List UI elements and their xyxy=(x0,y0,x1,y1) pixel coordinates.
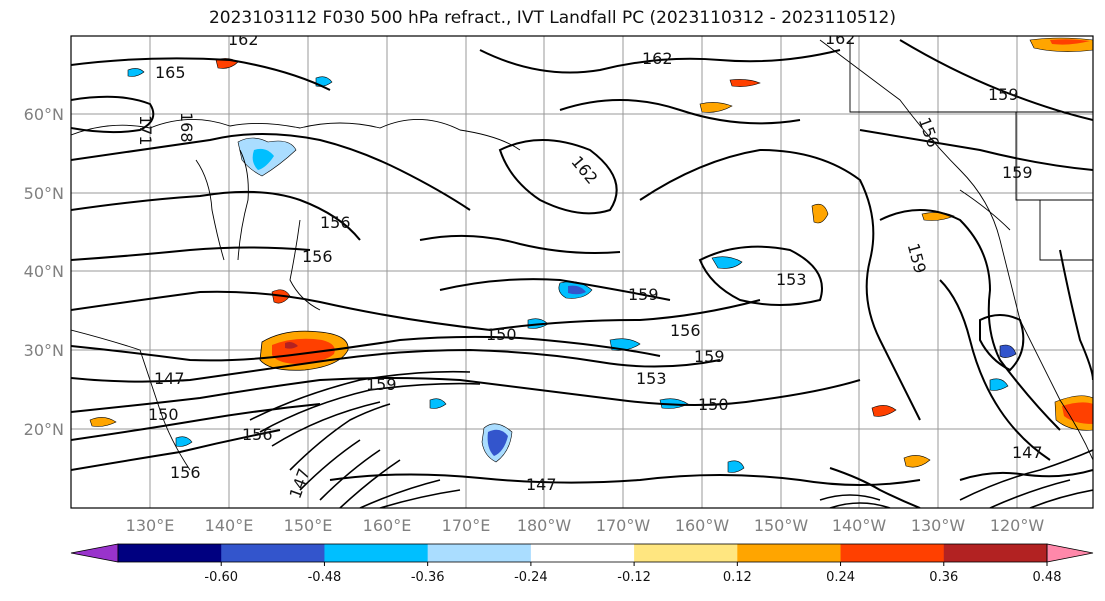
lat-label: 50°N xyxy=(24,184,64,203)
contour-label: 165 xyxy=(155,63,186,82)
lon-label: 150°W xyxy=(754,516,809,535)
map-frame xyxy=(70,35,1094,509)
lon-label: 160°W xyxy=(675,516,730,535)
contour-label: 162 xyxy=(825,29,856,48)
coastlines xyxy=(71,39,1093,471)
lon-label: 140°W xyxy=(832,516,887,535)
contour-label: 147 xyxy=(154,369,185,388)
lon-label: 170°W xyxy=(596,516,651,535)
colorbar-tick-label: 0.48 xyxy=(1033,570,1062,585)
contour-label: 159 xyxy=(628,285,659,304)
contour-label: 147 xyxy=(1012,443,1043,462)
map-title: 2023103112 F030 500 hPa refract., IVT La… xyxy=(208,8,896,28)
contour-label: 159 xyxy=(1002,163,1033,182)
colorbar-extend-low xyxy=(70,543,119,563)
colorbar-segment xyxy=(943,544,1048,562)
colorbar: -0.60 -0.48 -0.36 -0.24 -0.12 0.12 0.24 0.36 0.4… xyxy=(70,543,1094,585)
colorbar-tick-label: 0.36 xyxy=(929,570,958,585)
contour-label: 156 xyxy=(302,247,333,266)
colorbar-tick-label: -0.12 xyxy=(617,570,651,585)
contour-label: 171 xyxy=(136,115,155,146)
contour-label: 156 xyxy=(320,213,351,232)
colorbar-tick-label: 0.24 xyxy=(826,570,855,585)
latitude-labels: 60°N 50°N 40°N 30°N 20°N xyxy=(24,105,64,439)
lon-label: 180°W xyxy=(517,516,572,535)
lat-label: 40°N xyxy=(24,262,64,281)
contour-label: 156 xyxy=(242,425,273,444)
map-panel xyxy=(71,36,1093,508)
contour-label: 162 xyxy=(228,30,259,49)
contour-label: 162 xyxy=(642,49,673,68)
lon-label: 150°E xyxy=(284,516,333,535)
colorbar-segment xyxy=(427,544,532,562)
contour-label: 159 xyxy=(366,375,397,394)
contour-label: 150 xyxy=(698,395,729,414)
contour-label: 147 xyxy=(526,475,557,494)
contour-label: 159 xyxy=(988,85,1019,104)
contour-label: 150 xyxy=(486,325,517,344)
longitude-labels: 130°E 140°E 150°E 160°E 170°E 180°W 170°W 160°W… xyxy=(126,516,1045,535)
lon-label: 130°W xyxy=(911,516,966,535)
colorbar-segment xyxy=(530,544,635,562)
colorbar-tick-label: 0.12 xyxy=(723,570,752,585)
colorbar-segment xyxy=(737,544,842,562)
lat-label: 60°N xyxy=(24,105,64,124)
colorbar-segment xyxy=(324,544,429,562)
colorbar-segment xyxy=(118,544,222,562)
colorbar-segment xyxy=(221,544,325,562)
contour-label: 156 xyxy=(670,321,701,340)
lon-label: 120°W xyxy=(990,516,1045,535)
colorbar-tick-label: -0.60 xyxy=(204,570,238,585)
gridlines xyxy=(71,36,1093,508)
lon-label: 170°E xyxy=(442,516,491,535)
contour-label: 150 xyxy=(148,405,179,424)
contour-label: 153 xyxy=(776,270,807,289)
lon-label: 130°E xyxy=(126,516,175,535)
colorbar-tick-label: -0.48 xyxy=(308,570,342,585)
height-contours xyxy=(71,39,1093,508)
colorbar-segment xyxy=(840,544,945,562)
contour-labels: 162 165 168 171 162 162 162 156 159 159 … xyxy=(136,29,1043,501)
contour-label: 168 xyxy=(177,112,196,143)
colorbar-border xyxy=(117,543,1048,563)
lon-label: 140°E xyxy=(205,516,254,535)
colorbar-extend-high xyxy=(1046,543,1094,563)
lat-label: 30°N xyxy=(24,341,64,360)
contour-label: 159 xyxy=(694,347,725,366)
lat-label: 20°N xyxy=(24,420,64,439)
colorbar-segment xyxy=(634,544,738,562)
lon-label: 160°E xyxy=(363,516,412,535)
contour-label: 156 xyxy=(170,463,201,482)
contour-label: 153 xyxy=(636,369,667,388)
gradient-contours xyxy=(249,370,1093,508)
colorbar-tick-label: -0.24 xyxy=(514,570,548,585)
colorbar-tick-label: -0.36 xyxy=(411,570,445,585)
